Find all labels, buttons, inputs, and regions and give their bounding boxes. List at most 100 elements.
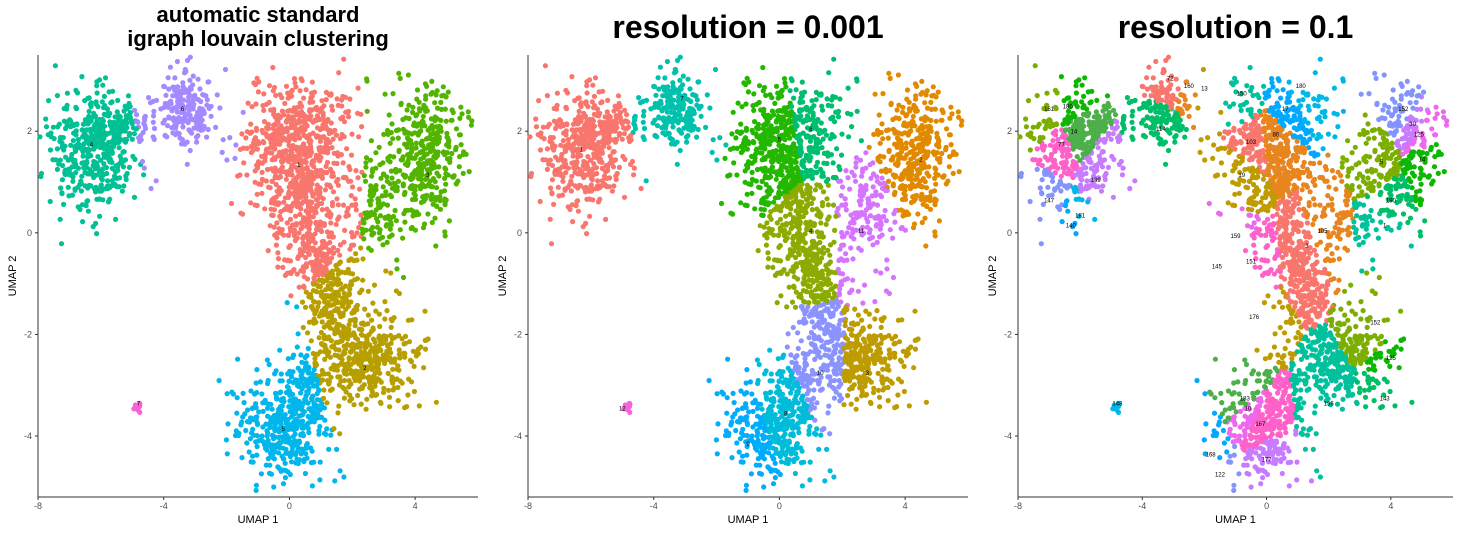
data-point: [309, 259, 315, 265]
data-point: [831, 239, 837, 245]
data-point: [827, 242, 833, 248]
data-point: [316, 428, 322, 434]
data-point: [337, 242, 343, 248]
data-point: [564, 90, 571, 96]
data-point: [798, 294, 804, 301]
data-point: [792, 158, 798, 164]
data-point: [624, 118, 630, 124]
data-point: [214, 92, 220, 98]
data-point: [325, 116, 331, 123]
data-point: [348, 332, 354, 338]
data-point: [449, 150, 455, 157]
data-point: [277, 378, 283, 384]
data-point: [113, 216, 119, 222]
data-point: [932, 229, 938, 235]
data-point: [432, 118, 438, 124]
data-point: [301, 284, 307, 290]
data-point: [317, 194, 323, 200]
data-point: [559, 151, 565, 158]
data-point: [274, 235, 280, 241]
data-point: [384, 202, 391, 208]
data-point: [233, 428, 239, 434]
data-point: [435, 139, 441, 145]
data-point: [811, 120, 817, 126]
data-point: [573, 146, 579, 152]
data-point: [294, 304, 300, 310]
data-point: [287, 216, 294, 222]
data-point: [683, 115, 689, 121]
data-point: [375, 196, 381, 202]
data-point: [703, 124, 709, 130]
data-point: [616, 164, 622, 170]
data-point: [75, 165, 81, 171]
data-point: [783, 222, 789, 228]
data-point: [788, 164, 794, 170]
data-point: [397, 227, 403, 233]
data-point: [324, 229, 330, 235]
data-point: [437, 206, 444, 212]
data-point: [254, 146, 260, 152]
data-point: [276, 149, 283, 155]
data-point: [751, 119, 758, 125]
data-point: [750, 130, 756, 136]
data-point: [395, 127, 402, 133]
data-point: [297, 110, 303, 116]
data-point: [178, 109, 184, 115]
data-point: [832, 94, 839, 100]
data-point: [923, 243, 929, 249]
data-point: [790, 240, 796, 246]
data-point: [735, 100, 741, 106]
data-point: [90, 139, 96, 145]
data-point: [366, 354, 372, 360]
data-point: [52, 63, 59, 69]
data-point: [819, 129, 825, 135]
data-point: [750, 138, 756, 145]
data-point: [411, 363, 417, 369]
data-point: [574, 198, 580, 205]
data-point: [265, 377, 271, 384]
data-point: [304, 445, 310, 451]
data-point: [335, 202, 341, 208]
data-point: [738, 121, 744, 127]
data-point: [655, 104, 661, 110]
data-point: [562, 147, 568, 153]
data-point: [445, 89, 451, 95]
data-point: [310, 190, 316, 197]
data-point: [306, 212, 312, 219]
data-point: [679, 98, 685, 104]
data-point: [317, 117, 323, 123]
data-point: [340, 160, 346, 166]
data-point: [825, 202, 831, 208]
data-point: [126, 100, 132, 107]
data-point: [248, 200, 254, 206]
data-point: [879, 121, 885, 127]
data-point: [204, 102, 210, 108]
data-point: [641, 108, 647, 114]
data-point: [819, 107, 826, 113]
data-point: [568, 145, 574, 151]
chart-title-line: igraph louvain clustering: [127, 26, 389, 51]
data-point: [80, 219, 86, 225]
data-point: [402, 350, 408, 356]
data-point: [333, 132, 340, 138]
data-point: [51, 136, 57, 142]
data-point: [789, 173, 795, 179]
data-point: [458, 142, 464, 148]
data-point: [248, 388, 254, 394]
data-point: [418, 156, 424, 162]
data-point: [799, 259, 805, 265]
data-point: [319, 200, 325, 207]
data-point: [584, 90, 590, 96]
data-point: [175, 92, 181, 98]
data-point: [278, 396, 284, 402]
y-tick-label: 0: [517, 228, 522, 238]
data-point: [119, 188, 125, 194]
data-point: [335, 267, 341, 273]
data-point: [319, 319, 325, 325]
data-point: [582, 113, 588, 119]
data-point: [274, 230, 280, 237]
data-point: [385, 131, 391, 137]
data-point: [310, 288, 317, 294]
data-point: [283, 83, 290, 89]
data-point: [297, 156, 303, 162]
